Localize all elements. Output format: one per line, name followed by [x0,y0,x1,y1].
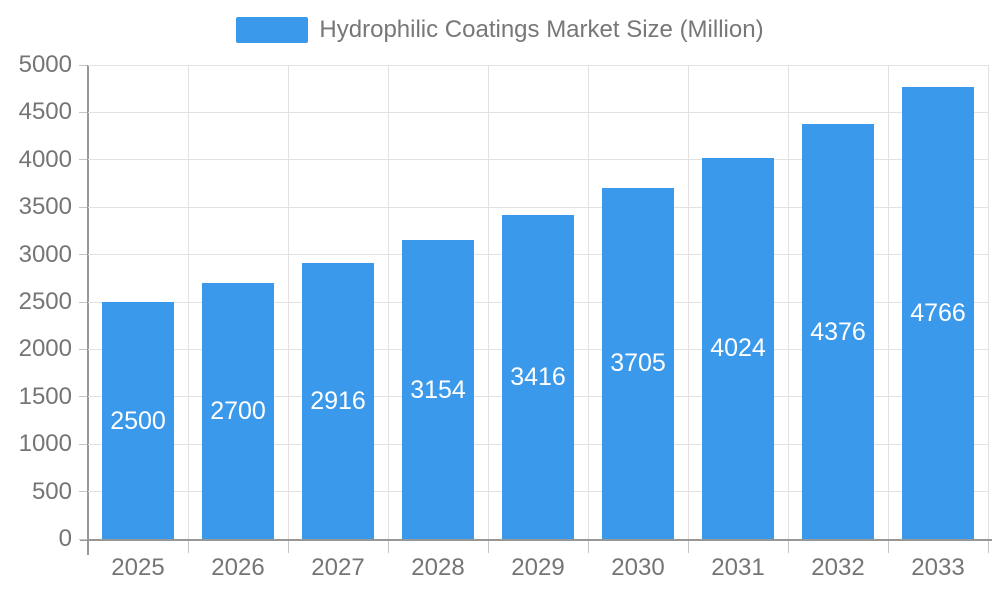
y-axis-label: 2500 [18,288,72,315]
bar-value-label: 2500 [110,406,166,435]
gridline-vertical [187,65,189,539]
legend: Hydrophilic Coatings Market Size (Millio… [0,16,1000,43]
x-axis-label: 2030 [611,554,665,581]
x-axis-label: 2031 [711,554,765,581]
x-axis-label: 2033 [911,554,965,581]
y-axis-label: 1000 [18,430,72,458]
x-axis-tick [687,541,689,553]
bar-value-label: 2700 [210,397,266,426]
y-axis-label: 3000 [18,240,72,268]
gridline-horizontal [88,64,988,66]
legend-item[interactable]: Hydrophilic Coatings Market Size (Millio… [236,16,764,43]
x-axis-label: 2026 [211,554,265,581]
gridline-horizontal [88,111,988,113]
legend-label: Hydrophilic Coatings Market Size (Millio… [319,16,764,43]
bar-2032 [802,124,874,539]
bar-value-label: 3154 [410,375,466,404]
x-axis-tick [787,541,789,553]
y-axis-label: 3500 [18,193,72,221]
y-axis-tick [79,348,87,350]
bar-value-label: 2916 [310,386,366,415]
x-axis-tick [987,541,989,553]
y-axis-tick [79,206,87,208]
y-axis-tick [79,64,87,66]
y-axis-tick [79,111,87,113]
y-axis-label: 4500 [18,98,72,126]
y-axis-line [87,65,89,555]
y-axis-tick [79,538,87,540]
bar-value-label: 4766 [910,299,966,328]
legend-swatch-icon [236,16,309,43]
bar-2025 [102,302,174,539]
x-axis-line [80,539,992,541]
y-axis-tick [79,491,87,493]
gridline-vertical [387,65,389,539]
gridline-horizontal [88,206,988,208]
x-axis-label: 2029 [511,554,565,581]
bar-value-label: 4376 [810,317,866,346]
bar-2029 [502,215,574,539]
bar-2026 [202,283,274,539]
bar-value-label: 3705 [610,349,666,378]
x-axis-label: 2025 [111,554,165,581]
x-axis-label: 2028 [411,554,465,581]
x-axis-tick [387,541,389,553]
x-axis-tick [587,541,589,553]
y-axis-tick [79,443,87,445]
gridline-vertical [287,65,289,539]
x-axis-tick [187,541,189,553]
bar-2033 [902,87,974,539]
y-axis-tick [79,396,87,398]
bar-2028 [402,240,474,539]
y-axis-tick [79,301,87,303]
y-axis-label: 1500 [18,382,72,410]
x-axis-tick [287,541,289,553]
bar-value-label: 4024 [710,334,766,363]
y-axis-tick [79,254,87,256]
x-axis-label: 2027 [311,554,365,581]
bar-2030 [602,187,674,539]
y-axis-tick [79,159,87,161]
gridline-vertical [887,65,889,539]
y-axis-label: 500 [31,477,72,505]
x-axis-tick [487,541,489,553]
bar-2031 [702,157,774,539]
y-axis-label: 2000 [18,335,72,363]
gridline-vertical [787,65,789,539]
gridline-horizontal [88,159,988,161]
bar-2027 [302,262,374,539]
y-axis-label: 5000 [18,51,72,78]
y-axis-label: 4000 [18,145,72,173]
gridline-vertical [687,65,689,539]
x-axis-label: 2032 [811,554,865,581]
x-axis-tick [887,541,889,553]
gridline-vertical [987,65,989,539]
gridline-vertical [587,65,589,539]
y-axis-label: 0 [58,525,72,552]
bar-value-label: 3416 [510,363,566,392]
gridline-vertical [487,65,489,539]
